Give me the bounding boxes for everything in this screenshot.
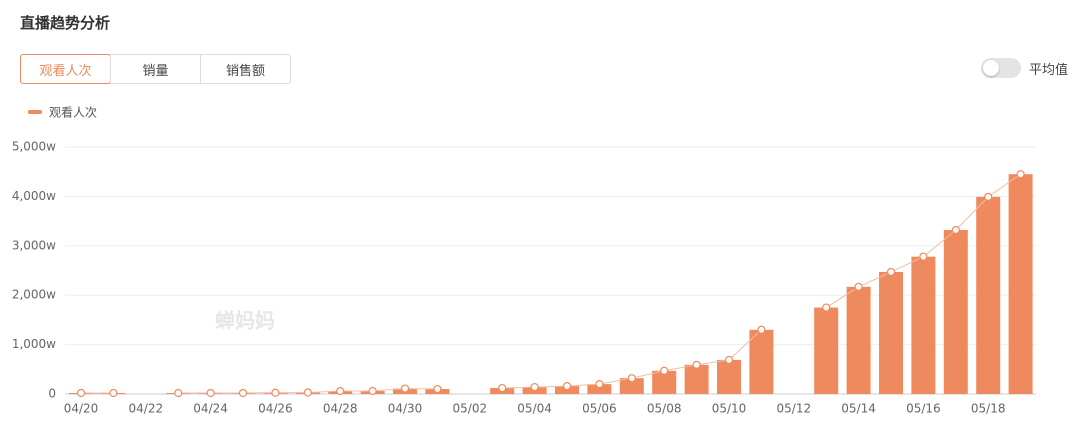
bar xyxy=(619,378,644,394)
point xyxy=(627,374,636,383)
y-tick-label: 3,000w xyxy=(12,238,56,252)
point xyxy=(303,388,312,397)
watermark: 蝉妈妈 xyxy=(215,309,275,333)
x-tick-label: 04/22 xyxy=(129,402,164,416)
x-tick-label: 04/24 xyxy=(193,402,228,416)
point xyxy=(984,192,993,201)
x-tick-label: 04/28 xyxy=(323,402,358,416)
bar xyxy=(814,307,839,394)
bar xyxy=(943,229,968,394)
y-tick-label: 4,000w xyxy=(12,189,56,203)
x-tick-label: 05/12 xyxy=(777,402,812,416)
toggle-label: 平均值 xyxy=(1028,62,1068,78)
bar xyxy=(749,329,774,394)
bar xyxy=(717,359,741,394)
x-tick-label: 04/20 xyxy=(64,402,99,416)
point xyxy=(822,303,831,312)
x-tick-label: 05/18 xyxy=(971,402,1006,416)
bar xyxy=(587,384,612,394)
bar xyxy=(976,196,1001,394)
point xyxy=(206,388,215,398)
point xyxy=(757,325,766,334)
point xyxy=(400,384,410,393)
point xyxy=(1016,170,1025,179)
point xyxy=(109,388,118,398)
x-tick-label: 04/30 xyxy=(388,402,423,416)
point xyxy=(692,360,701,369)
point xyxy=(951,225,960,235)
x-tick-label: 05/06 xyxy=(582,402,617,416)
y-tick-label: 2,000w xyxy=(12,288,56,302)
point xyxy=(530,382,539,392)
x-tick-label: 05/16 xyxy=(906,402,941,416)
point xyxy=(886,267,896,277)
tab[interactable]: 销量 xyxy=(110,55,200,83)
bar xyxy=(911,256,936,394)
tab-bar: 观看人次 销量 销售额 xyxy=(20,54,291,84)
bar xyxy=(1008,174,1033,394)
legend-label: 观看人次 xyxy=(49,106,97,120)
switch[interactable] xyxy=(980,58,1021,78)
point xyxy=(660,366,669,375)
x-tick-label: 05/10 xyxy=(712,402,747,416)
point xyxy=(498,383,507,393)
point xyxy=(271,388,280,397)
bar xyxy=(846,286,871,394)
point xyxy=(854,282,863,291)
legend-swatch xyxy=(28,110,42,114)
point xyxy=(238,388,248,398)
point xyxy=(76,388,86,398)
point xyxy=(433,384,442,394)
x-tick-label: 05/04 xyxy=(517,402,552,416)
point xyxy=(562,381,572,391)
point xyxy=(595,380,604,389)
point xyxy=(336,386,345,396)
x-tick-label: 05/08 xyxy=(647,402,682,416)
bar xyxy=(879,271,903,394)
bar xyxy=(652,370,677,394)
x-tick-label: 05/02 xyxy=(453,402,488,416)
bar xyxy=(684,364,709,394)
point xyxy=(919,252,928,261)
y-tick-label: 0 xyxy=(48,387,56,401)
point xyxy=(724,355,734,365)
x-tick-label: 05/14 xyxy=(841,402,876,416)
page-title: 直播趋势分析 xyxy=(20,14,111,32)
y-tick-label: 1,000w xyxy=(12,337,56,351)
point xyxy=(174,388,183,398)
y-tick-label: 5,000w xyxy=(12,140,56,154)
average-toggle[interactable]: 平均值 xyxy=(980,58,1068,78)
tab[interactable]: 销售额 xyxy=(200,55,290,83)
point xyxy=(368,386,377,396)
x-tick-label: 04/26 xyxy=(258,402,293,416)
